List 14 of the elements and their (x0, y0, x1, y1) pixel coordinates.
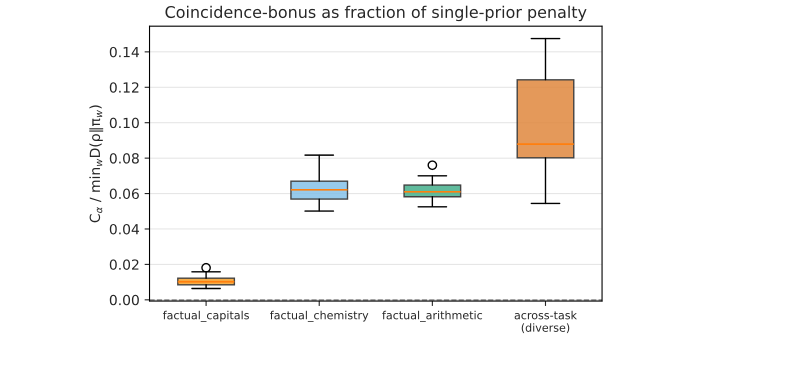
x-tick-label: across-task (diverse) (514, 310, 577, 334)
x-tick-label: factual_capitals (162, 310, 249, 322)
y-tick-label: 0.06 (110, 188, 139, 200)
y-axis-title: C$_{α}$ / min$_{w}$D(ρ‖π$_{w}$) (89, 105, 104, 222)
y-tick-label: 0.12 (110, 82, 138, 93)
y-tick-label: 0.08 (110, 153, 139, 164)
x-tick-label: factual_arithmetic (382, 310, 482, 322)
y-tick-label: 0.00 (110, 294, 139, 306)
y-tick-label: 0.04 (110, 224, 140, 234)
y-tick-label: 0.10 (110, 118, 139, 128)
y-tick-label: 0.14 (110, 46, 140, 58)
y-tick-label: 0.02 (110, 259, 138, 270)
x-tick-label: factual_chemistry (270, 310, 368, 322)
chart-title: Coincidence-bonus as fraction of single-prior penalty (165, 6, 587, 22)
